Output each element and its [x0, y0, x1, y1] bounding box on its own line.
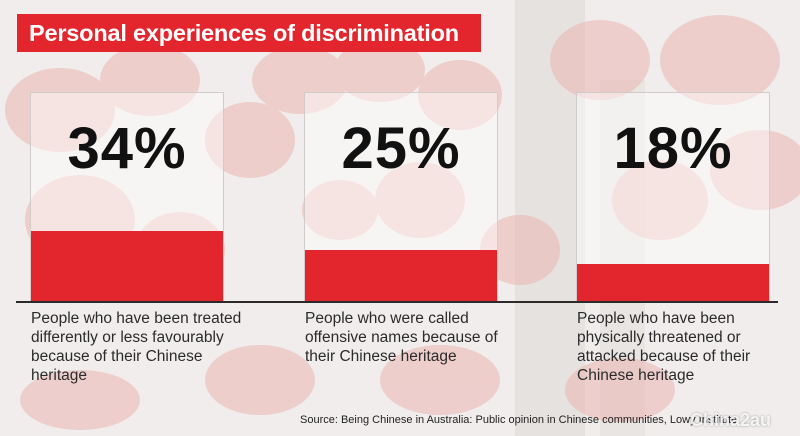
bar-1: [305, 249, 497, 302]
category-label-2: People who have been physically threaten…: [577, 310, 751, 384]
stat-panel-0: 34%: [30, 92, 224, 302]
category-label-0: People who have been treated differently…: [31, 310, 242, 384]
data-label-0: 34%: [67, 116, 187, 181]
category-label-1: People who were called offensive names b…: [305, 310, 498, 365]
data-label-1: 25%: [341, 116, 461, 181]
bar-2: [577, 264, 769, 302]
stat-panel-1: 25%: [304, 92, 498, 302]
data-label-2: 18%: [613, 116, 733, 181]
watermark-logo: Chinа2au: [690, 410, 772, 430]
stat-panel-2: 18%: [576, 92, 770, 302]
baseline-axis: [16, 301, 778, 303]
chart-title: Personal experiences of discrimination: [17, 14, 481, 52]
source-note: Source: Being Chinese in Australia: Publ…: [300, 414, 738, 426]
bar-0: [31, 230, 223, 302]
